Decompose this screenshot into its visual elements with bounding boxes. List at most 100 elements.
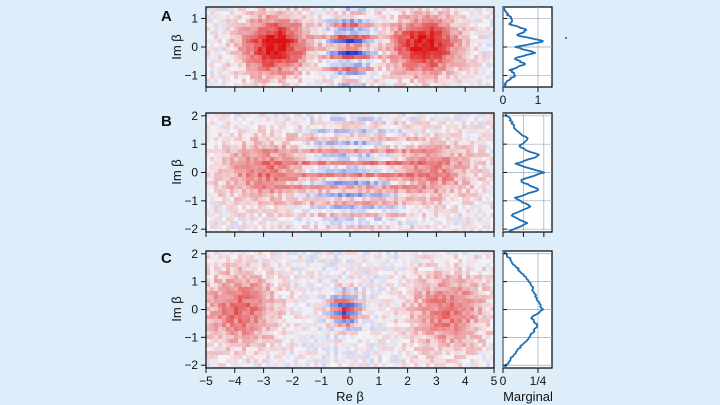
heatmap-cell [398, 15, 403, 20]
heatmap-cell [342, 19, 347, 24]
heatmap-cell [446, 43, 451, 48]
heatmap-cell [426, 295, 431, 300]
heatmap-cell [358, 251, 363, 256]
heatmap-cell [362, 173, 367, 178]
heatmap-cell [362, 83, 367, 87]
heatmap-cell [446, 23, 451, 28]
heatmap-cell [338, 319, 343, 324]
heatmap-cell [378, 141, 383, 146]
heatmap-cell [298, 295, 303, 300]
heatmap-cell [290, 287, 295, 292]
heatmap-cell [366, 145, 371, 150]
heatmap-cell [262, 259, 267, 264]
heatmap-cell [402, 55, 407, 60]
heatmap-cell [254, 7, 259, 12]
heatmap-cell [370, 161, 375, 166]
heatmap-cell [362, 307, 367, 312]
heatmap-cell [346, 83, 351, 87]
heatmap-cell [214, 125, 219, 130]
heatmap-cell [450, 47, 455, 52]
heatmap-cell [390, 75, 395, 80]
heatmap-cell [322, 213, 327, 218]
heatmap-cell [430, 113, 435, 118]
heatmap-cell [478, 31, 483, 36]
heatmap-cell [490, 149, 494, 154]
heatmap-cell [258, 271, 263, 276]
heatmap-cell [318, 117, 323, 122]
heatmap-cell [314, 157, 319, 162]
heatmap-cell [466, 113, 471, 118]
heatmap-cell [306, 121, 311, 126]
heatmap-cell [294, 75, 299, 80]
heatmap-cell [258, 145, 263, 150]
heatmap-cell [246, 39, 251, 44]
heatmap-cell [462, 133, 467, 138]
heatmap-cell [370, 271, 375, 276]
heatmap-cell [350, 205, 355, 210]
heatmap-cell [302, 121, 307, 126]
heatmap-cell [470, 117, 475, 122]
heatmap-cell [430, 55, 435, 60]
heatmap-cell [290, 23, 295, 28]
heatmap-cell [418, 19, 423, 24]
heatmap-cell [326, 47, 331, 52]
heatmap-cell [330, 145, 335, 150]
heatmap-cell [386, 311, 391, 316]
heatmap-cell [250, 51, 255, 56]
heatmap-cell [334, 177, 339, 182]
heatmap-cell [422, 129, 427, 134]
heatmap-cell [462, 201, 467, 206]
heatmap-cell [410, 263, 415, 268]
heatmap-cell [218, 137, 223, 142]
heatmap-cell [470, 149, 475, 154]
heatmap-cell [410, 291, 415, 296]
heatmap-cell [214, 255, 219, 260]
heatmap-cell [382, 11, 387, 16]
heatmap-cell [426, 137, 431, 142]
heatmap-cell [390, 121, 395, 126]
heatmap-cell [390, 213, 395, 218]
heatmap-cell [206, 113, 211, 118]
heatmap-cell [314, 133, 319, 138]
heatmap-cell [222, 177, 227, 182]
heatmap-cell [354, 205, 359, 210]
heatmap-cell [346, 315, 351, 320]
heatmap-cell [338, 299, 343, 304]
heatmap-cell [222, 71, 227, 76]
heatmap-cell [218, 251, 223, 256]
heatmap-cell [250, 307, 255, 312]
heatmap-cell [410, 275, 415, 280]
heatmap-cell [418, 117, 423, 122]
heatmap-cell [410, 251, 415, 256]
heatmap-cell [326, 275, 331, 280]
heatmap-cell [342, 79, 347, 84]
heatmap-cell [370, 83, 375, 87]
heatmap-cell [282, 51, 287, 56]
heatmap-cell [270, 267, 275, 272]
heatmap-cell [354, 193, 359, 198]
heatmap-cell [370, 113, 375, 118]
heatmap-cell [466, 125, 471, 130]
heatmap-cell [286, 59, 291, 64]
heatmap-cell [362, 165, 367, 170]
heatmap-cell [410, 259, 415, 264]
heatmap-cell [390, 19, 395, 24]
heatmap-cell [398, 43, 403, 48]
heatmap-cell [382, 47, 387, 52]
heatmap-cell [330, 193, 335, 198]
heatmap-cell [342, 129, 347, 134]
heatmap-cell [478, 75, 483, 80]
heatmap-cell [354, 39, 359, 44]
heatmap-cell [270, 161, 275, 166]
heatmap-cell [406, 291, 411, 296]
heatmap-cell [238, 117, 243, 122]
heatmap-cell [354, 129, 359, 134]
heatmap-cell [306, 193, 311, 198]
heatmap-cell [370, 75, 375, 80]
heatmap-cell [490, 225, 494, 230]
heatmap-cell [230, 189, 235, 194]
heatmap-cell [406, 177, 411, 182]
heatmap-cell [318, 113, 323, 118]
heatmap-cell [386, 299, 391, 304]
heatmap-cell [206, 205, 211, 210]
